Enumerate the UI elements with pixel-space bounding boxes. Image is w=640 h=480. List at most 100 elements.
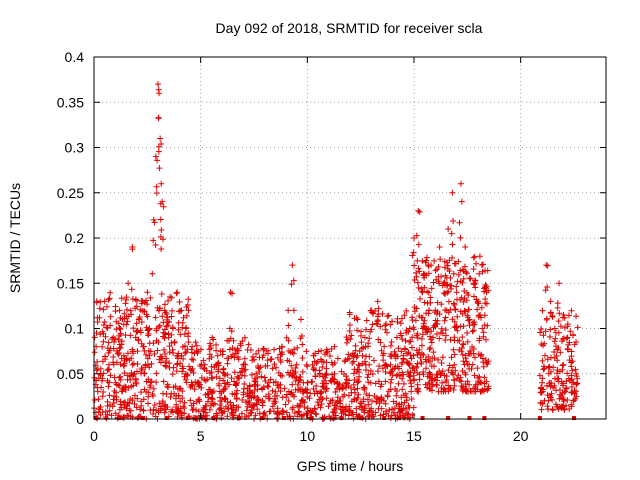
data-point [179,387,186,394]
data-point [547,309,554,316]
data-point [99,409,106,416]
data-point [116,382,123,389]
data-point [387,342,394,349]
data-point [330,415,337,422]
data-point [462,371,469,378]
data-point [471,372,478,379]
data-point [231,369,238,376]
data-point [568,403,575,410]
data-point [442,314,449,321]
data-point [404,410,411,417]
data-point [169,325,176,332]
data-point [279,394,286,401]
data-point [216,394,223,401]
data-point [367,328,374,335]
data-point [124,412,131,419]
data-point [345,351,352,358]
data-point [374,298,381,305]
data-point [400,412,407,419]
y-tick-label: 0.05 [57,366,84,382]
data-point [272,395,279,402]
data-point [286,358,293,365]
data-point [426,346,433,353]
data-point [386,406,393,413]
data-point [287,349,294,356]
data-point [465,350,472,357]
data-point [334,385,341,392]
data-point [465,388,472,395]
data-point [281,385,288,392]
data-point [334,355,341,362]
data-point [476,253,483,260]
data-point [106,392,113,399]
data-point [289,404,296,411]
data-point [195,348,202,355]
data-point [422,259,429,266]
data-point [122,386,129,393]
data-point [381,343,388,350]
data-point [467,275,474,282]
data-point [273,364,280,371]
data-point [153,190,160,197]
data-point [481,374,488,381]
data-point [464,338,471,345]
data-point [241,381,248,388]
data-point [478,261,485,268]
data-point [218,390,225,397]
data-point [285,337,292,344]
data-point [181,342,188,349]
data-point [540,363,547,370]
data-point [343,373,350,380]
data-point [559,314,566,321]
data-point [104,398,111,405]
data-point [113,381,120,388]
data-point [91,349,98,356]
data-point [160,390,167,397]
data-point [279,344,286,351]
data-point [484,322,491,329]
data-point [432,307,439,314]
data-point [390,409,397,416]
data-point [154,347,161,354]
data-point [398,332,405,339]
data-point [326,413,333,420]
data-point [400,371,407,378]
data-point [258,373,265,380]
data-point [451,361,458,368]
data-point [272,378,279,385]
data-point [416,346,423,353]
data-point [149,270,156,277]
data-point [209,389,216,396]
data-point [415,284,422,291]
data-point [298,397,305,404]
data-point [412,317,419,324]
data-point [188,356,195,363]
data-point [174,355,181,362]
data-point [401,312,408,319]
data-point [344,336,351,343]
data-point [383,362,390,369]
data-point [557,323,564,330]
data-point [425,270,432,277]
data-point [458,345,465,352]
data-point [244,385,251,392]
baseline-marker [185,416,190,420]
data-point [151,219,158,226]
data-point [358,339,365,346]
data-point [327,352,334,359]
data-point [394,387,401,394]
data-point [355,361,362,368]
data-point [369,321,376,328]
data-point [358,404,365,411]
data-point [113,326,120,333]
data-point [555,378,562,385]
data-point [449,364,456,371]
data-point [283,409,290,416]
data-point [213,362,220,369]
data-point [450,387,457,394]
data-point [100,306,107,313]
data-point [317,396,324,403]
data-point [121,404,128,411]
data-point [225,405,232,412]
baseline-marker [382,416,387,420]
